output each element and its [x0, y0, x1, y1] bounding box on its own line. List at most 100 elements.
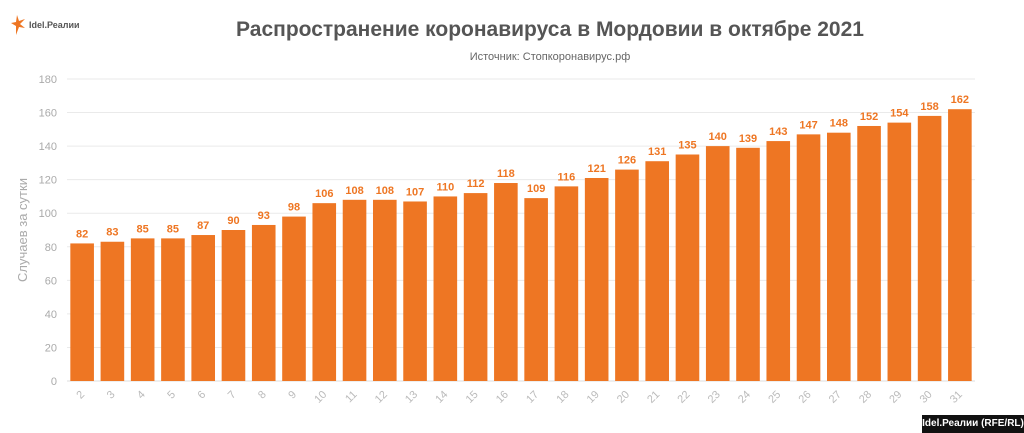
data-label: 139	[739, 133, 757, 145]
x-tick-label: 10	[312, 389, 329, 406]
x-tick-label: 3	[105, 389, 118, 402]
bar	[917, 115, 942, 382]
bar	[130, 238, 155, 381]
data-label: 112	[467, 178, 485, 190]
bar	[645, 161, 670, 381]
data-label: 131	[648, 146, 666, 158]
x-tick-label: 29	[887, 389, 904, 406]
data-label: 108	[376, 185, 394, 197]
bar	[221, 230, 246, 381]
x-tick-label: 17	[524, 389, 541, 406]
data-label: 154	[890, 108, 909, 120]
x-tick-label: 16	[494, 389, 511, 406]
bar	[554, 186, 579, 381]
bar	[705, 146, 730, 381]
data-label: 116	[558, 171, 576, 183]
bar	[826, 132, 851, 381]
bar	[191, 235, 216, 381]
x-tick-label: 22	[675, 389, 692, 406]
bar	[251, 224, 276, 381]
bar	[675, 154, 700, 381]
data-label: 126	[618, 155, 636, 167]
bar	[494, 183, 518, 381]
x-tick-label: 7	[226, 389, 239, 402]
bar	[372, 199, 397, 381]
data-label: 118	[497, 168, 515, 180]
bar	[584, 177, 609, 381]
x-tick-label: 14	[433, 389, 450, 406]
data-label: 162	[951, 94, 969, 106]
chart-subtitle: Источник: Стопкоронавирус.рф	[469, 51, 631, 63]
data-label: 106	[315, 188, 333, 200]
x-tick-label: 2	[74, 389, 87, 402]
bar	[615, 169, 639, 381]
x-tick-label: 8	[256, 389, 269, 402]
y-tick-label: 20	[45, 342, 57, 354]
x-tick-label: 5	[165, 389, 178, 402]
bar	[766, 141, 791, 381]
x-tick-label: 30	[918, 389, 935, 406]
y-tick-label: 40	[45, 309, 57, 321]
x-tick-label: 31	[948, 389, 965, 406]
data-label: 108	[345, 185, 363, 197]
logo-text: Idel.Реалии	[29, 20, 80, 30]
bar	[887, 122, 912, 381]
bar	[100, 241, 125, 381]
logo: Idel.Реалии	[10, 14, 80, 36]
data-label: 143	[769, 126, 787, 138]
y-tick-label: 0	[51, 376, 57, 388]
x-tick-label: 25	[766, 389, 783, 406]
x-tick-label: 11	[343, 389, 360, 406]
x-tick-label: 13	[403, 389, 420, 406]
x-tick-label: 6	[196, 389, 209, 402]
y-tick-label: 160	[39, 108, 57, 120]
y-tick-label: 180	[39, 74, 57, 86]
data-label: 93	[258, 210, 270, 222]
data-label: 87	[197, 220, 209, 232]
bar	[463, 193, 488, 381]
x-tick-label: 9	[286, 389, 299, 402]
data-label: 85	[167, 223, 179, 235]
bar	[403, 201, 427, 381]
bar	[736, 147, 760, 381]
bar	[948, 109, 972, 381]
data-label: 147	[799, 119, 817, 131]
chart-title: Распространение коронавируса в Мордовии …	[236, 18, 864, 41]
data-label: 98	[288, 202, 300, 214]
bar	[312, 203, 337, 381]
y-axis-label: Случаев за сутки	[15, 178, 30, 282]
x-tick-label: 28	[857, 389, 874, 406]
bar	[342, 199, 367, 381]
y-tick-label: 80	[45, 242, 57, 254]
data-label: 148	[830, 118, 848, 130]
x-tick-label: 19	[585, 389, 602, 406]
data-label: 121	[587, 163, 605, 175]
x-tick-label: 21	[645, 389, 662, 406]
x-tick-label: 24	[736, 389, 753, 406]
x-tick-label: 15	[464, 389, 481, 406]
bar	[70, 243, 94, 381]
x-tick-label: 4	[135, 389, 148, 402]
y-tick-label: 140	[39, 141, 57, 153]
bar	[796, 134, 821, 381]
bar	[161, 238, 185, 381]
data-label: 82	[76, 228, 88, 240]
data-label: 83	[106, 227, 118, 239]
bar	[282, 216, 306, 381]
data-label: 85	[137, 223, 149, 235]
data-label: 152	[860, 111, 878, 123]
credit-label: Idel.Реалии (RFE/RL)	[922, 415, 1024, 433]
x-tick-label: 18	[554, 389, 571, 406]
bar	[433, 196, 458, 381]
rfe-rl-flame-logo-icon	[11, 15, 25, 35]
data-label: 90	[227, 215, 239, 227]
data-label: 110	[436, 181, 454, 193]
x-tick-label: 20	[615, 389, 632, 406]
data-label: 158	[920, 101, 938, 113]
data-label: 135	[678, 140, 696, 152]
y-tick-label: 120	[39, 175, 57, 187]
bar	[857, 125, 881, 381]
y-tick-label: 100	[39, 208, 57, 220]
data-label: 107	[406, 186, 424, 198]
